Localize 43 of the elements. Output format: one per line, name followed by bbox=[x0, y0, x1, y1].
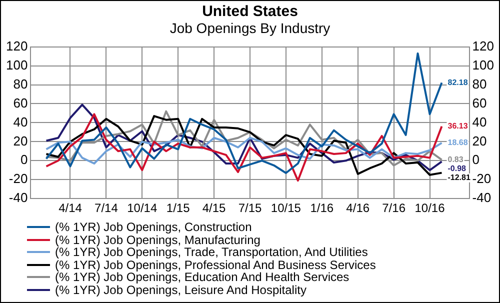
chart-title: United States bbox=[201, 3, 299, 20]
x-tick-label: 10/15 bbox=[270, 201, 302, 216]
x-tick-label: 7/15 bbox=[238, 201, 262, 216]
data-label: -0.98 bbox=[448, 164, 467, 174]
data-label: 36.13 bbox=[448, 122, 468, 131]
x-tick-label: 1/15 bbox=[166, 201, 190, 216]
data-label: 18.68 bbox=[448, 138, 468, 148]
x-tick-label: 7/16 bbox=[382, 201, 406, 216]
y2-tick-label: 20 bbox=[472, 133, 487, 148]
data-label: 0.83 bbox=[448, 155, 464, 164]
y-tick-label: -40 bbox=[8, 190, 28, 206]
y-tick-label: 20 bbox=[13, 133, 28, 148]
x-tick-label: 4/14 bbox=[58, 201, 82, 216]
y2-tick-label: 0 bbox=[472, 152, 480, 168]
data-label: -12.81 bbox=[448, 173, 471, 182]
y-tick-label: 40 bbox=[13, 114, 28, 130]
chart-subtitle: Job Openings By Industry bbox=[168, 20, 332, 36]
legend-label: (% 1YR) Job Openings, Leisure And Hospitality bbox=[55, 282, 306, 296]
y2-tick-label: -20 bbox=[472, 171, 492, 186]
y2-tick-label: 80 bbox=[472, 76, 487, 92]
y2-tick-label: 60 bbox=[472, 95, 487, 110]
legend-label: (% 1YR) Job Openings, Manufacturing bbox=[55, 232, 260, 246]
x-tick-label: 10/16 bbox=[414, 201, 446, 216]
legend-label: (% 1YR) Job Openings, Trade, Transportation, And Utilities bbox=[55, 245, 368, 259]
y-tick-label: 100 bbox=[6, 57, 28, 72]
y2-tick-label: 120 bbox=[472, 38, 494, 54]
x-tick-label: 10/14 bbox=[127, 201, 158, 216]
y-tick-label: -20 bbox=[8, 171, 28, 186]
y-tick-label: 60 bbox=[13, 95, 28, 110]
x-tick-label: 4/15 bbox=[202, 201, 226, 216]
y-tick-label: 120 bbox=[6, 38, 28, 54]
y2-tick-label: 100 bbox=[472, 57, 494, 72]
y-tick-label: 0 bbox=[20, 152, 28, 168]
y2-tick-label: -40 bbox=[472, 190, 492, 206]
y2-tick-label: 40 bbox=[472, 114, 487, 130]
data-label: 82.18 bbox=[448, 78, 468, 87]
legend-label: (% 1YR) Job Openings, Professional And Business Services bbox=[55, 258, 376, 272]
x-tick-label: 4/16 bbox=[346, 201, 370, 216]
x-tick-label: 7/14 bbox=[94, 201, 118, 216]
legend-label: (% 1YR) Job Openings, Education And Health Services bbox=[55, 270, 350, 284]
y-tick-label: 80 bbox=[13, 76, 28, 92]
legend-label: (% 1YR) Job Openings, Construction bbox=[55, 220, 252, 234]
x-tick-label: 1/16 bbox=[310, 201, 334, 216]
